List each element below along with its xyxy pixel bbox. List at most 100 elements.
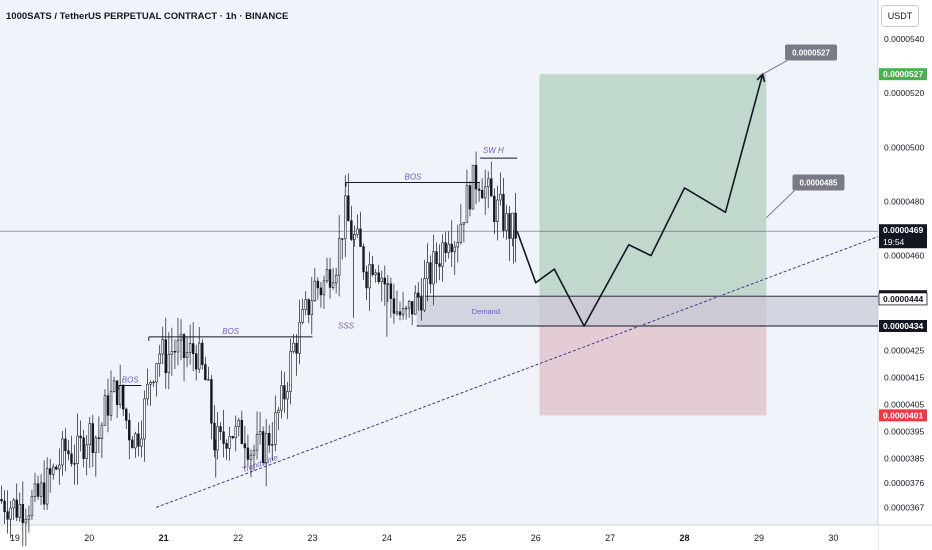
candle-body [198,342,201,370]
candle-body [240,419,244,444]
y-tick-label: 0.0000385 [884,454,924,464]
candle-body [249,454,253,460]
candle-body [319,287,323,296]
candle-body [207,379,210,381]
candle-body [380,277,383,283]
candle-body [465,185,469,223]
candle-body [121,384,125,410]
candle-body [307,299,310,315]
candle-body [140,438,143,447]
candle-body [112,380,116,392]
candle-body [100,424,104,439]
candle-body [255,434,259,451]
candle-body [511,212,514,239]
x-tick-label: 26 [531,533,541,543]
candle-body [219,426,222,433]
candle-body [27,515,31,520]
candle-body [79,435,82,439]
candle-body [30,496,34,517]
price-badge-label: 0.0000434 [883,321,923,331]
candle-body [97,437,101,439]
candle-body [213,422,216,451]
candle-body [267,433,271,446]
candle-body [447,243,450,254]
candle-body [310,300,314,315]
price-badge [879,224,927,249]
callout-text: 0.0000527 [792,49,830,58]
candle-body [462,222,466,225]
candle-body [179,334,183,341]
candle-body [371,264,374,275]
candle-body [204,364,207,381]
y-tick-label: 0.0000520 [884,88,924,98]
candle-body [471,164,475,210]
symbol-title: 1000SATS / TetherUS PERPETUAL CONTRACT ·… [6,11,289,22]
candle-body [359,228,362,247]
candle-body [52,466,55,475]
candle-body [490,178,493,197]
candle-body [487,178,490,188]
candles-group [0,151,517,547]
candle-body [146,383,149,400]
candle-body [21,504,25,524]
swing-high-label: SW H [483,146,504,155]
x-tick-label: 19 [10,533,20,543]
candle-body [155,363,158,383]
candle-body [246,447,250,460]
candle-body [459,223,463,243]
candle-body [441,242,444,267]
candle-body [85,444,88,459]
candle-body [131,439,134,449]
candle-body [374,272,377,275]
y-tick-label: 0.0000376 [884,478,924,488]
candle-body [39,482,43,497]
price-badge [879,409,927,422]
candle-body [73,463,76,465]
candle-body [188,343,192,353]
candle-body [176,339,180,353]
candle-body [477,188,481,191]
demand-zone-label: Demand [472,307,500,316]
candle-body [432,251,435,285]
currency-selector-button[interactable]: USDT [881,5,919,27]
x-tick-label: 25 [456,533,466,543]
candle-body [15,499,18,518]
candle-body [231,436,234,439]
candle-body [468,185,472,210]
candle-body [170,351,174,355]
candle-body [295,342,298,354]
candle-body [502,193,505,231]
candle-body [185,352,189,359]
candle-body [261,431,265,463]
candle-body [292,342,295,352]
candle-body [341,238,344,240]
x-tick-label: 22 [233,533,243,543]
x-tick-label: 30 [828,533,838,543]
candle-body [225,443,228,449]
y-tick-label: 0.0000425 [884,345,924,355]
candle-body [58,464,61,470]
price-badge-label: 0.0000527 [883,69,923,79]
candle-body [395,311,399,314]
candle-body [344,195,347,240]
candle-body [444,242,447,254]
candle-body [228,436,231,449]
candle-body [450,243,453,253]
candle-body [64,438,67,452]
candle-body [423,278,426,311]
candle-body [404,307,408,310]
price-badge-label: 0.0000401 [883,410,923,420]
callout-text: 0.0000485 [800,178,838,187]
candle-body [42,482,46,505]
candle-body [410,301,414,315]
candle-body [164,339,167,374]
candle-body [182,334,186,359]
candle-body [36,483,40,497]
candle-body [61,438,64,466]
candle-body [152,381,155,384]
sss-label: SSS [338,322,355,331]
x-tick-label: 20 [84,533,94,543]
candle-body [438,263,441,267]
candle-body [496,199,499,222]
